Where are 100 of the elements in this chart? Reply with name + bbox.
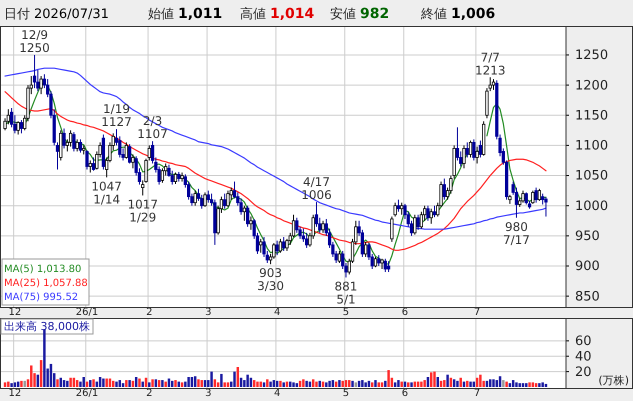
text: 安値 982 (330, 6, 390, 22)
candlestick (177, 171, 180, 182)
text: MA(75) 995.52 (4, 292, 78, 303)
bar (498, 376, 502, 387)
candlestick (534, 187, 538, 204)
bar (338, 380, 341, 387)
chart-title: 出来高 38,000株 (4, 320, 90, 333)
candlestick (246, 205, 250, 228)
y-tick-label: 1100 (575, 138, 608, 154)
candlestick (278, 238, 282, 254)
text: 始値 1,011 (148, 6, 222, 22)
bar (233, 372, 236, 387)
bar (541, 382, 544, 387)
candlestick (384, 258, 387, 273)
bar (508, 383, 512, 387)
bar (348, 380, 350, 387)
annotation: 7/7 1213 (474, 50, 506, 78)
candlestick (442, 178, 446, 200)
bar (289, 382, 292, 387)
bar (128, 380, 131, 387)
bar (358, 380, 360, 387)
x-tick-label: 5 (342, 388, 350, 400)
bar (456, 380, 459, 387)
bar (407, 382, 410, 387)
bar (23, 380, 26, 387)
bar (66, 380, 69, 387)
bar (361, 380, 364, 387)
x-tick-label: 6 (402, 307, 408, 318)
bar (296, 383, 298, 387)
annotation: 1/19 1127 (101, 102, 132, 130)
bar (384, 380, 387, 387)
x-tick-label: 12 (8, 307, 22, 318)
bar (151, 379, 154, 387)
bar (420, 382, 423, 387)
bar (488, 379, 492, 387)
bar (298, 380, 302, 387)
candlestick (82, 144, 86, 155)
candlestick (413, 214, 416, 236)
bar (122, 383, 124, 387)
bar (443, 380, 446, 387)
candlestick (242, 205, 246, 222)
annotation: 1047 1/14 (91, 179, 122, 206)
bar (134, 377, 138, 387)
y-tick-label: 1150 (575, 108, 608, 124)
candlestick (492, 78, 496, 90)
bar (105, 378, 108, 387)
candlestick (16, 120, 20, 136)
bar (62, 380, 66, 387)
candlestick (521, 190, 525, 204)
bar (171, 380, 174, 387)
bar (515, 382, 518, 387)
bar (446, 374, 449, 387)
annotation: 980 7/17 (502, 220, 530, 247)
candlestick (305, 232, 308, 248)
y-tick-label: 1200 (575, 78, 608, 94)
y-tick-label: 850 (575, 289, 600, 304)
bar (190, 377, 194, 387)
bar (226, 382, 230, 387)
bar (502, 380, 505, 387)
candlestick (76, 138, 79, 152)
bar (452, 379, 456, 387)
bar (266, 379, 269, 387)
candlestick (416, 214, 420, 230)
bar (260, 382, 262, 387)
candlestick (390, 216, 394, 242)
bar (69, 378, 72, 387)
candlestick (226, 190, 230, 208)
bar (82, 377, 85, 387)
bar (525, 383, 528, 387)
bar (236, 367, 240, 387)
candlestick (180, 172, 184, 182)
annotation: 1017 1/29 (127, 197, 158, 224)
bar (469, 382, 472, 387)
bar (544, 384, 548, 387)
bar (168, 378, 170, 387)
bar (220, 374, 223, 387)
candlestick (92, 156, 96, 172)
candlestick (524, 192, 528, 205)
bar (322, 382, 324, 387)
candlestick (131, 154, 135, 169)
bar (486, 380, 488, 387)
bar (312, 379, 314, 387)
bar (368, 380, 370, 387)
bar (387, 370, 390, 387)
bar (178, 382, 180, 387)
bar (332, 380, 334, 387)
bar (125, 380, 128, 387)
candlestick (259, 238, 262, 254)
bar (10, 383, 13, 387)
bar (430, 372, 432, 387)
bar (534, 383, 538, 387)
bar (102, 378, 105, 387)
candlestick (374, 256, 378, 268)
candlestick (478, 140, 482, 158)
bar (532, 382, 534, 387)
bar (14, 382, 16, 387)
bar (410, 382, 413, 387)
bar (512, 380, 514, 387)
candlestick (72, 132, 76, 152)
bar (262, 382, 266, 387)
